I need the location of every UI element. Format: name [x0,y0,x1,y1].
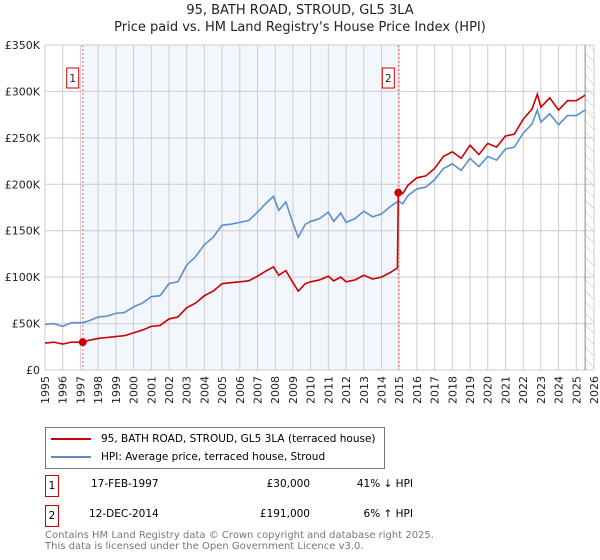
x-tick-label: 2014 [375,376,388,404]
x-tick-label: 1995 [39,376,52,404]
y-tick-label: £250K [5,132,41,145]
footer-copyright: Contains HM Land Registry data © Crown c… [45,530,434,541]
legend-label-hpi: HPI: Average price, terraced house, Stro… [101,451,326,463]
x-tick-label: 2000 [128,376,141,404]
sale-marker-label: 1 [69,73,76,85]
x-tick-label: 2022 [517,376,530,404]
sale-date: 17-FEB-1997 [91,478,159,490]
x-tick-label: 2023 [535,376,548,404]
sale-date: 12-DEC-2014 [89,508,159,520]
sale-row-1: 1 17-FEB-1997 £30,000 41% ↓ HPI [45,475,600,497]
x-tick-label: 2015 [393,376,406,404]
x-tick-label: 2018 [446,376,459,404]
chart-title: 95, BATH ROAD, STROUD, GL5 3LA [186,3,414,18]
x-tick-label: 1997 [74,376,87,404]
x-tick-label: 2024 [553,376,566,404]
y-tick-label: £50K [12,318,41,331]
chart-subtitle: Price paid vs. HM Land Registry's House … [114,20,486,35]
y-tick-label: £0 [26,364,40,377]
x-tick-label: 2020 [482,376,495,404]
x-tick-label: 2009 [287,376,300,404]
y-tick-label: £100K [5,271,41,284]
x-tick-label: 2005 [216,376,229,404]
sale-marker-label: 1 [45,475,59,497]
sale-marker-label: 2 [385,73,392,85]
x-tick-label: 2007 [252,376,265,404]
footer-licence: This data is licensed under the Open Gov… [45,541,364,552]
legend-item-price: 95, BATH ROAD, STROUD, GL5 3LA (terraced… [51,431,376,447]
sale-point [394,188,403,197]
x-tick-label: 2002 [163,376,176,404]
y-tick-label: £350K [5,39,41,52]
legend: 95, BATH ROAD, STROUD, GL5 3LA (terraced… [45,427,385,469]
x-tick-label: 2011 [322,376,335,404]
x-tick-label: 2008 [269,376,282,404]
sale-hpi-diff: 6% ↑ HPI [363,508,413,520]
x-tick-label: 2021 [499,376,512,404]
price-chart: 1995 1996 1997 1998 1999 2000 2001 2002 2003 2004… [5,39,600,404]
sale-marker-label: 2 [45,505,59,527]
x-tick-label: 1999 [110,376,123,404]
y-tick-label: £300K [5,85,41,98]
x-tick-label: 2019 [464,376,477,404]
y-tick-label: £200K [5,178,41,191]
x-tick-label: 2010 [305,376,318,404]
ownership-shading [82,45,399,370]
footer: Contains HM Land Registry data © Crown c… [45,530,434,552]
legend-item-hpi: HPI: Average price, terraced house, Stro… [51,449,325,465]
x-tick-label: 2013 [358,376,371,404]
x-tick-label: 2001 [145,376,158,404]
sale-marker-box [66,67,80,89]
sale-price: £30,000 [266,478,310,490]
legend-swatch-hpi [51,456,91,458]
x-tick-label: 1998 [92,376,105,404]
x-tick-label: 2025 [570,376,583,404]
forecast-hatch [585,45,594,370]
x-tick-label: 1996 [57,376,70,404]
sale-hpi-diff: 41% ↓ HPI [356,478,413,490]
x-tick-label: 2004 [198,376,211,404]
x-tick-label: 2017 [429,376,442,404]
price-paid-line [44,91,586,345]
hpi-line [44,107,586,328]
sale-marker-box [381,67,395,89]
x-tick-label: 2016 [411,376,424,404]
x-tick-label: 2012 [340,376,353,404]
legend-label-price: 95, BATH ROAD, STROUD, GL5 3LA (terraced… [101,433,376,445]
sale-price: £191,000 [259,508,310,520]
legend-swatch-price [51,438,91,440]
x-tick-label: 2003 [181,376,194,404]
x-tick-label: 2006 [234,376,247,404]
x-tick-label: 2026 [588,376,600,404]
sale-point [78,338,87,347]
sale-row-2: 2 12-DEC-2014 £191,000 6% ↑ HPI [45,505,600,527]
y-tick-label: £150K [5,225,41,238]
